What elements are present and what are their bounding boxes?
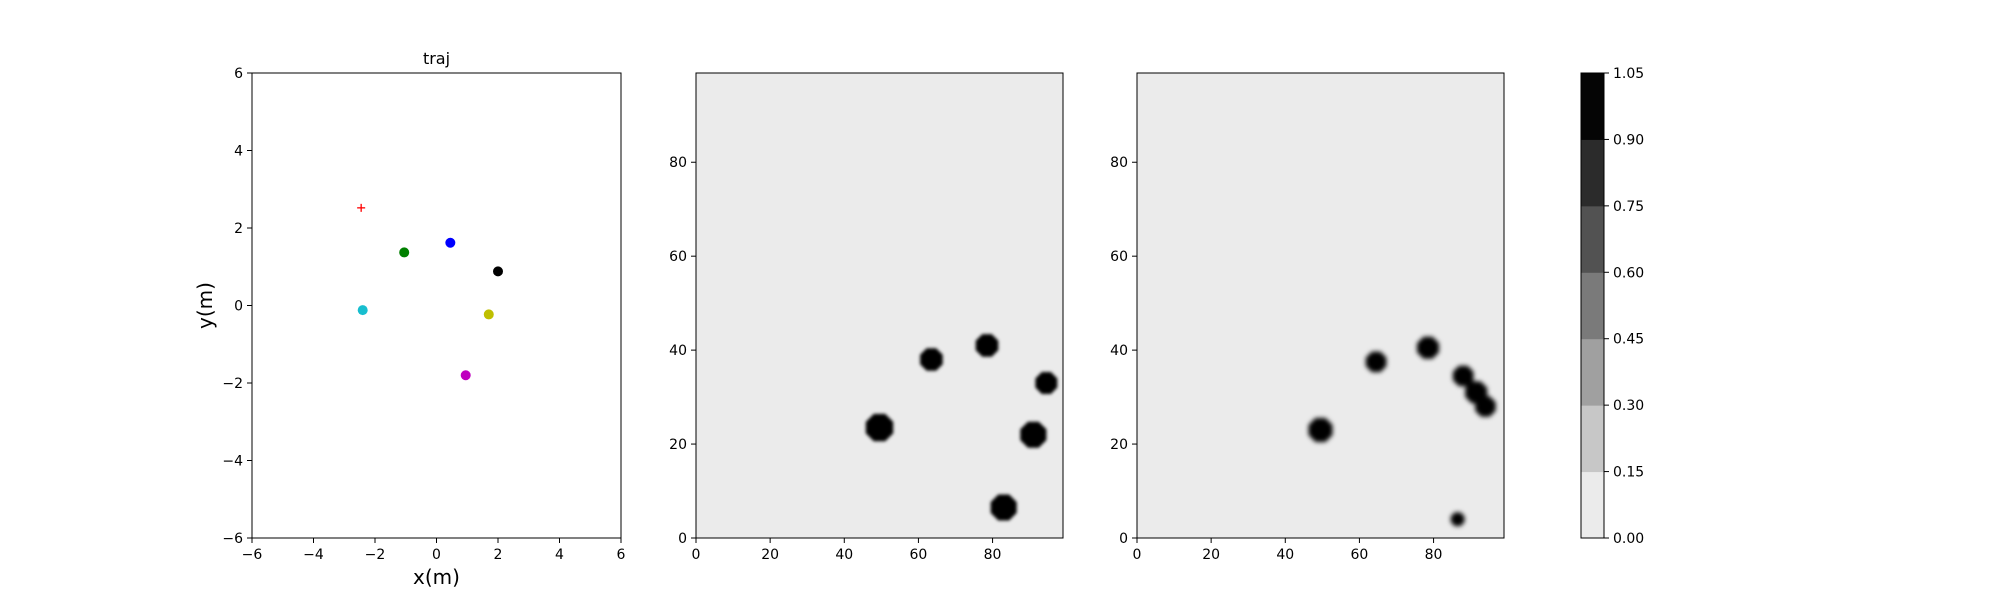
obstacle-blob <box>920 348 943 371</box>
obstacle-blob <box>1450 512 1465 527</box>
x-tick-label: −2 <box>365 547 386 563</box>
obstacle-blob <box>1475 396 1496 417</box>
y-tick-label: 0 <box>678 531 687 547</box>
map-1-axes-frame <box>695 72 1064 539</box>
colorbar-band <box>1581 73 1604 140</box>
map-1-background <box>696 73 1063 538</box>
agent-point <box>483 309 494 320</box>
map-panel-2: 0 20 40 60 80 0 20 40 60 80 <box>1110 72 1505 563</box>
x-tick-label: 6 <box>617 547 626 563</box>
traj-y-ticks: −6 −4 −2 0 2 4 6 <box>222 66 252 547</box>
traj-title: traj <box>423 49 450 68</box>
traj-x-axis-label: x(m) <box>413 565 460 589</box>
x-tick-label: 0 <box>1133 547 1142 563</box>
y-tick-label: 0 <box>234 299 243 315</box>
colorbar-tick-label: 0.75 <box>1613 199 1644 215</box>
x-tick-label: 80 <box>1425 547 1443 563</box>
agent-point <box>445 237 456 248</box>
obstacle-blob <box>1452 365 1474 387</box>
obstacle-blob <box>1308 418 1333 442</box>
traj-axes-frame <box>251 72 622 539</box>
colorbar-band <box>1581 205 1604 273</box>
y-tick-label: 60 <box>1110 249 1128 265</box>
x-tick-label: 80 <box>984 547 1002 563</box>
colorbar: 0.00 0.15 0.30 0.45 0.60 0.75 0.90 1.05 <box>1580 66 1644 547</box>
y-tick-label: 0 <box>1119 531 1128 547</box>
y-tick-label: 80 <box>1110 155 1128 171</box>
colorbar-band <box>1581 471 1604 539</box>
x-tick-label: 0 <box>692 547 701 563</box>
colorbar-frame <box>1580 72 1605 539</box>
y-tick-label: 60 <box>669 249 687 265</box>
map-1-obstacles <box>865 334 1058 521</box>
x-tick-label: 2 <box>494 547 503 563</box>
obstacle-blob <box>975 334 999 357</box>
x-tick-label: 20 <box>761 547 779 563</box>
colorbar-band <box>1581 272 1604 340</box>
y-tick-label: 40 <box>669 343 687 359</box>
map-2-background <box>1137 73 1504 538</box>
y-tick-label: 40 <box>1110 343 1128 359</box>
traj-x-ticks: −6 −4 −2 0 2 4 6 <box>242 538 626 563</box>
x-tick-label: 40 <box>1276 547 1294 563</box>
x-tick-label: 40 <box>835 547 853 563</box>
map-2-axes-frame <box>1136 72 1505 539</box>
agent-point <box>399 247 410 258</box>
map-2-x-ticks: 0 20 40 60 80 <box>1133 538 1443 563</box>
traj-y-axis-label: y(m) <box>193 282 217 329</box>
obstacle-blob <box>1035 372 1058 394</box>
colorbar-tick-label: 0.15 <box>1613 465 1644 481</box>
map-1-x-ticks: 0 20 40 60 80 <box>692 538 1002 563</box>
y-tick-label: 20 <box>669 437 687 453</box>
x-tick-label: 0 <box>432 547 441 563</box>
colorbar-band <box>1581 405 1604 473</box>
map-1-y-ticks: 0 20 40 60 80 <box>669 155 696 547</box>
y-tick-label: −4 <box>222 454 243 470</box>
y-tick-label: 4 <box>234 144 243 160</box>
colorbar-tick-label: 1.05 <box>1613 66 1644 82</box>
obstacle-blob <box>1417 336 1439 359</box>
colorbar-tick-label: 0.45 <box>1613 332 1644 348</box>
x-tick-label: 20 <box>1202 547 1220 563</box>
colorbar-tick-label: 0.30 <box>1613 398 1644 414</box>
y-tick-label: −6 <box>222 531 243 547</box>
agent-point <box>357 305 368 316</box>
y-tick-label: 80 <box>669 155 687 171</box>
colorbar-band <box>1581 338 1604 406</box>
y-tick-label: 2 <box>234 221 243 237</box>
map-panel-1: 0 20 40 60 80 0 20 40 60 80 <box>669 72 1064 563</box>
colorbar-band <box>1581 139 1604 207</box>
x-tick-label: 60 <box>1351 547 1369 563</box>
goal-marker <box>357 203 366 212</box>
colorbar-tick-label: 0.90 <box>1613 132 1644 148</box>
colorbar-tick-label: 0.00 <box>1613 531 1644 547</box>
map-2-y-ticks: 0 20 40 60 80 <box>1110 155 1137 547</box>
obstacle-blob <box>1365 351 1387 373</box>
x-tick-label: −6 <box>242 547 263 563</box>
y-tick-label: 6 <box>234 66 243 82</box>
obstacle-blob <box>990 494 1017 521</box>
obstacle-blob <box>865 413 894 442</box>
obstacle-blob <box>1020 421 1047 448</box>
agent-point <box>493 266 503 277</box>
x-tick-label: 4 <box>555 547 564 563</box>
y-tick-label: −2 <box>222 376 243 392</box>
map-2-obstacles <box>1308 336 1496 527</box>
agent-point <box>460 370 471 381</box>
x-tick-label: −4 <box>303 547 324 563</box>
traj-points <box>357 203 503 381</box>
y-tick-label: 20 <box>1110 437 1128 453</box>
colorbar-tick-label: 0.60 <box>1613 265 1644 281</box>
x-tick-label: 60 <box>910 547 928 563</box>
traj-panel: traj −6 −4 −2 0 2 4 6 −6 −4 −2 0 2 4 6 x(m) y(m) <box>193 49 626 589</box>
